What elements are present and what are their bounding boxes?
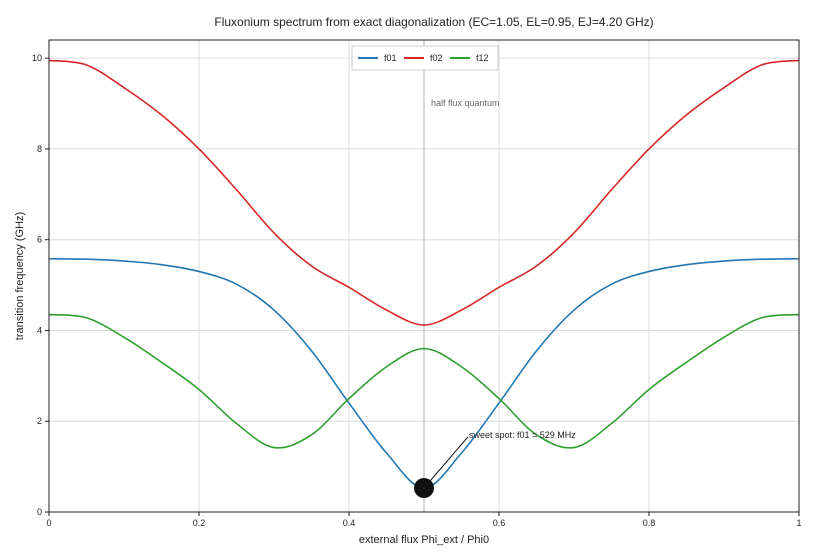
x-axis-label: external flux Phi_ext / Phi0	[359, 534, 489, 546]
plot-frame	[48, 39, 800, 513]
half-flux-line: half flux quantum	[423, 40, 500, 512]
sweet-spot-arrow	[423, 436, 469, 489]
legend: f01 f02 f12	[351, 45, 499, 71]
legend-label-f12: f12	[476, 53, 489, 63]
chart-title: Fluxonium spectrum from exact diagonaliz…	[214, 15, 653, 29]
y-tick-label: 10	[32, 53, 42, 63]
x-tick-label: 0	[46, 518, 51, 528]
y-axis-ticks: 0 2 4 6 8 10	[32, 53, 49, 517]
y-tick-label: 4	[37, 325, 42, 335]
x-tick-label: 0.6	[493, 518, 506, 528]
sweet-spot-annotation: sweet spot: f01 = 529 MHz	[414, 430, 576, 498]
y-tick-label: 2	[37, 416, 42, 426]
x-axis-ticks: 0 0.2 0.4 0.6 0.8 1	[46, 512, 802, 528]
sweet-spot-marker	[414, 477, 434, 498]
x-tick-label: 0.4	[343, 518, 356, 528]
y-tick-label: 0	[37, 507, 42, 517]
x-tick-label: 0.8	[643, 518, 656, 528]
x-tick-label: 0.2	[193, 518, 206, 528]
sweet-spot-label: sweet spot: f01 = 529 MHz	[469, 430, 576, 440]
series-line-f02	[48, 59, 800, 326]
x-tick-label: 1	[796, 518, 801, 528]
legend-label-f02: f02	[430, 53, 443, 63]
y-axis-label: transition frequency (GHz)	[14, 212, 26, 340]
legend-label-f01: f01	[384, 53, 397, 63]
series-line-f12	[48, 313, 800, 449]
half-flux-label: half flux quantum	[431, 98, 500, 108]
y-tick-label: 6	[37, 235, 42, 245]
y-tick-label: 8	[37, 144, 42, 154]
